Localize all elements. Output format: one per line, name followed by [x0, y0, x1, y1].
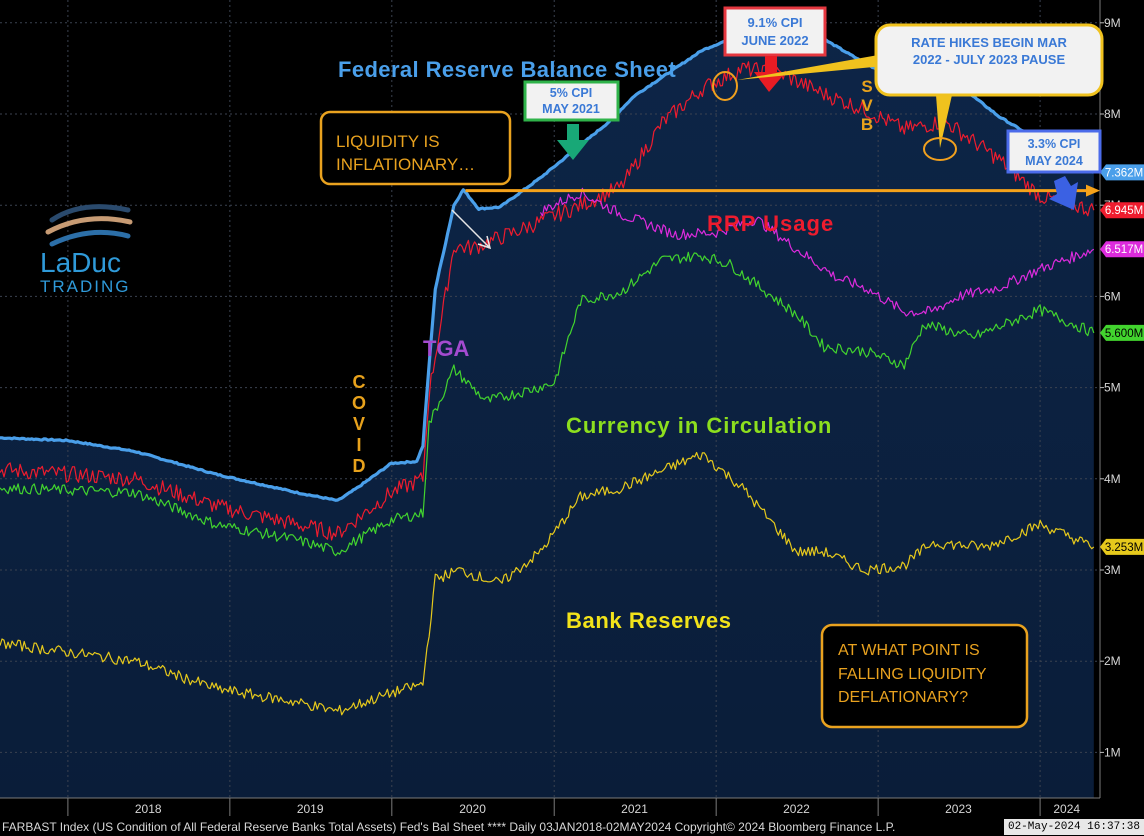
last-value-badge: [1100, 324, 1144, 341]
logo-text-trading: TRADING: [40, 277, 131, 296]
y-tick-label: 8M: [1104, 107, 1121, 121]
x-tick-label: 2019: [297, 802, 324, 816]
red-arrow-icon: [754, 56, 786, 92]
series-line-rrp: [0, 61, 1095, 541]
last-value-label: 6.517M: [1105, 244, 1143, 256]
last-value-badge: [1100, 241, 1144, 258]
logo-text-laduc: LaDuc: [40, 247, 121, 278]
callout-cpi-june-2022-line2: JUNE 2022: [741, 33, 808, 48]
y-tick-label: 1M: [1104, 745, 1121, 759]
callout-cpi-may-2024-line1: 3.3% CPI: [1028, 137, 1081, 151]
svb-label-letter: V: [861, 96, 873, 115]
tga-annotation: TGA: [423, 336, 470, 361]
balance-area-fill: [0, 26, 1094, 799]
callout-rate-hikes: RATE HIKES BEGIN MAR 2022 - JULY 2023 PA…: [737, 23, 1104, 161]
x-tick-label: 2022: [783, 802, 810, 816]
x-tick-label: 2018: [135, 802, 162, 816]
callout-falling-liquidity: AT WHAT POINT IS FALLING LIQUIDITY DEFLA…: [820, 623, 1029, 729]
reserves-annotation: Bank Reserves: [566, 608, 732, 633]
blue-arrow-icon: [1049, 176, 1078, 210]
callout-cpi-may-2024-line2: MAY 2024: [1025, 154, 1083, 168]
y-tick-label: 2M: [1104, 654, 1121, 668]
laduc-logo: LaDuc TRADING: [40, 204, 133, 296]
wave-icon: [45, 204, 133, 247]
callout-cpi-may-2021: 5% CPI MAY 2021: [523, 80, 620, 160]
last-value-badge: [1100, 164, 1144, 181]
y-tick-label: 4M: [1104, 472, 1121, 486]
covid-label-letter: O: [352, 393, 366, 413]
white-arrow-icon: [451, 209, 492, 250]
series-line-currency: [0, 251, 1095, 557]
callout-cpi-may-2021-line2: MAY 2021: [542, 102, 600, 116]
peak-circle-icon: [712, 71, 738, 101]
callout-cpi-may-2024: 3.3% CPI MAY 2024: [1006, 129, 1102, 210]
callout-liquidity: LIQUIDITY IS INFLATIONARY…: [319, 110, 512, 186]
x-tick-label: 2020: [459, 802, 486, 816]
last-value-labels: 7.362M 6.945M 6.517M 5.600M 3.253M: [1100, 164, 1144, 555]
footer: FARBAST Index (US Condition of All Feder…: [0, 818, 1144, 836]
x-tick-label: 2024: [1053, 802, 1080, 816]
y-tick-label: 6M: [1104, 289, 1121, 303]
series-line-reserves: [0, 451, 1095, 716]
x-tick-label: 2023: [945, 802, 972, 816]
callout-liquidity-box: [319, 110, 512, 186]
callout-liquidity-line1: LIQUIDITY IS: [336, 132, 440, 151]
chart: 2018 2019 2020 2021 2022 2023 2024 1M 2M 3M 4M 5M 6…: [0, 0, 1144, 818]
series-line-tga: [539, 187, 1095, 317]
x-axis-background: [0, 798, 1144, 818]
y-tick-label: 3M: [1104, 563, 1121, 577]
last-value-label: 5.600M: [1105, 328, 1143, 340]
pause-circle-icon: [923, 137, 957, 161]
y-axis: 1M2M3M4M5M6M7M8M9M: [1099, 0, 1144, 798]
last-value-label: 3.253M: [1105, 542, 1143, 554]
callout-cpi-june-2022-line1: 9.1% CPI: [748, 15, 803, 30]
covid-label-letter: I: [356, 435, 361, 455]
callout-cpi-may-2021-box: [523, 80, 620, 122]
last-value-badge: [1100, 538, 1144, 555]
callout-cpi-june-2022: 9.1% CPI JUNE 2022: [712, 6, 827, 101]
rate-hikes-pointer-left: [737, 54, 884, 80]
rrp-level-arrowhead: [1086, 184, 1100, 197]
rrp-annotation: RRP Usage: [707, 211, 834, 236]
footer-source: FARBAST Index (US Condition of All Feder…: [2, 820, 896, 834]
callout-falling-liquidity-line3: DEFLATIONARY?: [838, 689, 968, 706]
covid-label-letter: C: [353, 372, 366, 392]
callout-liquidity-line2: INFLATIONARY…: [336, 155, 475, 174]
callout-falling-liquidity-box: [820, 623, 1029, 729]
last-value-badge: [1100, 202, 1144, 219]
callout-rate-hikes-line1: RATE HIKES BEGIN MAR: [911, 35, 1067, 50]
y-tick-label: 9M: [1104, 16, 1121, 30]
callout-falling-liquidity-line1: AT WHAT POINT IS: [838, 642, 980, 659]
x-tick-label: 2021: [621, 802, 648, 816]
callout-cpi-june-2022-box: [723, 6, 827, 57]
callout-rate-hikes-line2: 2022 - JULY 2023 PAUSE: [913, 52, 1066, 67]
callout-cpi-may-2024-box: [1006, 129, 1102, 174]
callout-falling-liquidity-line2: FALLING LIQUIDITY: [838, 666, 987, 683]
teal-arrow-icon: [557, 124, 589, 160]
x-axis: 2018 2019 2020 2021 2022 2023 2024: [0, 797, 1144, 818]
callout-rate-hikes-box: [874, 23, 1104, 97]
y-axis-background: [1100, 0, 1144, 798]
svb-label-letter: B: [861, 115, 873, 134]
covid-label-letter: V: [353, 414, 365, 434]
title-annotation: Federal Reserve Balance Sheet: [338, 57, 676, 82]
svb-label-letter: S: [861, 77, 872, 96]
footer-timestamp: 02-May-2024 16:37:38: [1003, 819, 1144, 835]
last-value-label: 7.362M: [1105, 167, 1143, 179]
last-value-label: 6.945M: [1105, 205, 1143, 217]
callout-cpi-may-2021-line1: 5% CPI: [550, 86, 592, 100]
rate-hikes-pointer-down: [936, 95, 952, 148]
y-tick-label: 5M: [1104, 381, 1121, 395]
covid-label-letter: D: [353, 456, 366, 476]
currency-annotation: Currency in Circulation: [566, 413, 832, 438]
